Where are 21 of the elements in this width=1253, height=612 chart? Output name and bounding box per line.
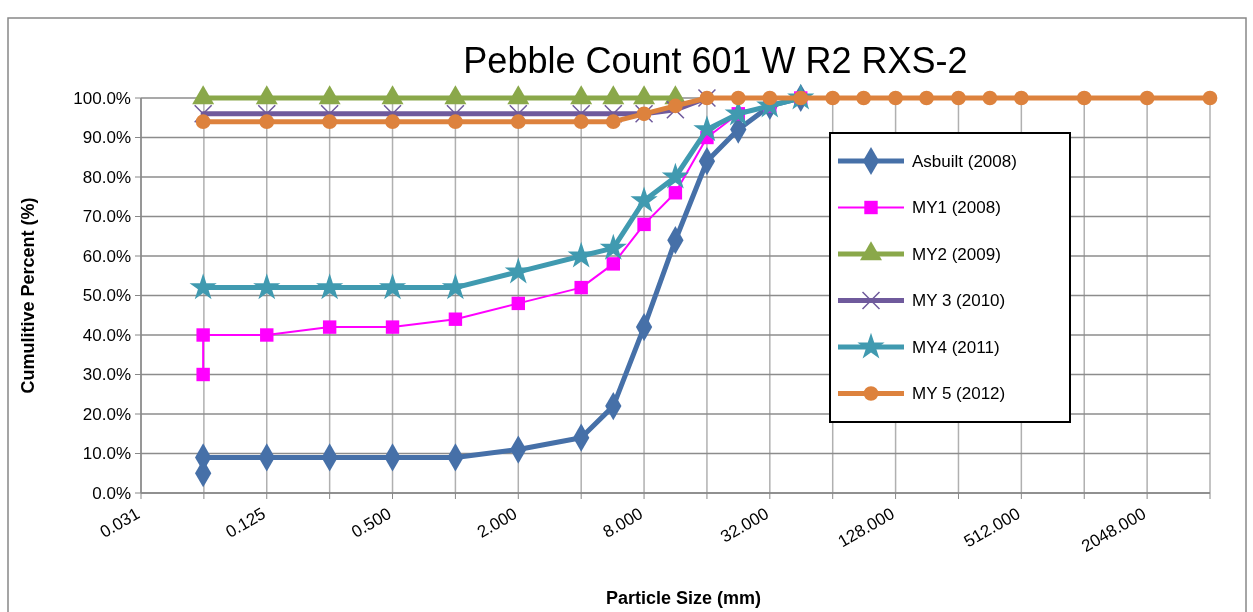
y-tick-label: 50.0% [82, 286, 131, 306]
y-axis-title: Cumulitive Percent (%) [18, 197, 38, 394]
legend-label: MY 3 (2010) [912, 291, 1006, 311]
x-axis-title: Particle Size (mm) [605, 588, 762, 608]
legend-label: MY 5 (2012) [912, 384, 1006, 404]
y-tick-label: 10.0% [82, 444, 131, 464]
y-tick-label: 80.0% [82, 167, 131, 187]
y-tick-label: 100.0% [73, 88, 131, 108]
y-tick-label: 90.0% [82, 128, 131, 148]
y-tick-label: 40.0% [82, 325, 131, 345]
chart-title: Pebble Count 601 W R2 RXS-2 [463, 40, 968, 81]
legend-label: MY2 (2009) [912, 244, 1001, 264]
y-tick-label: 60.0% [82, 246, 131, 266]
x-tick-label: 0.031 [96, 504, 143, 542]
legend-label: MY4 (2011) [912, 337, 1000, 357]
legend-label: MY1 (2008) [912, 198, 1001, 218]
y-tick-label: 70.0% [82, 207, 131, 227]
y-tick-label: 0.0% [92, 483, 131, 503]
y-tick-label: 30.0% [82, 365, 131, 385]
legend-label: Asbuilt (2008) [912, 151, 1017, 171]
y-tick-label: 20.0% [82, 404, 131, 424]
